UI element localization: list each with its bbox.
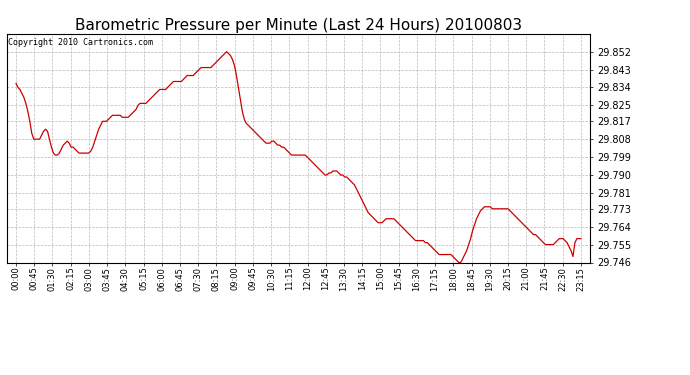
Title: Barometric Pressure per Minute (Last 24 Hours) 20100803: Barometric Pressure per Minute (Last 24 … — [75, 18, 522, 33]
Text: Copyright 2010 Cartronics.com: Copyright 2010 Cartronics.com — [8, 38, 153, 47]
